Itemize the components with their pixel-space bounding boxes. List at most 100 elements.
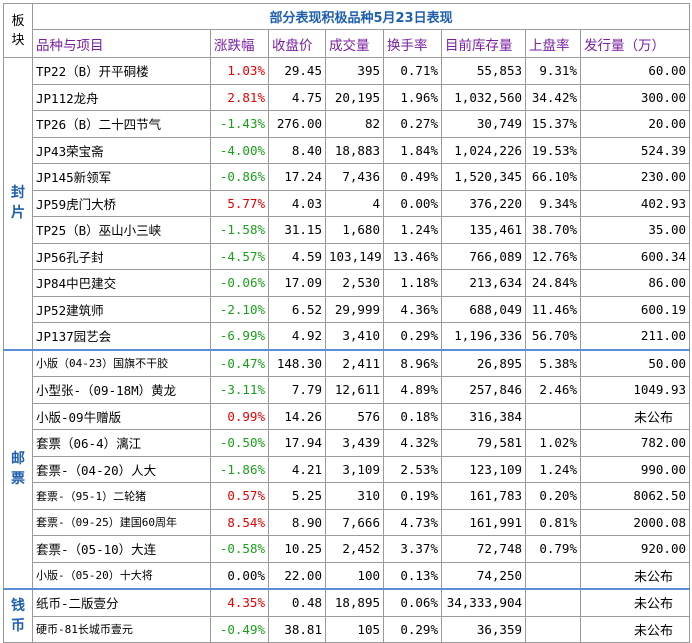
volume-cell: 18,895 [325, 588, 384, 617]
col-header-change: 涨跌幅 [210, 29, 269, 58]
change-cell: 4.35% [210, 588, 269, 617]
listing-cell: 38.70% [525, 216, 581, 244]
close-cell: 4.75 [268, 83, 326, 111]
close-cell: 8.40 [268, 136, 326, 164]
close-cell: 22.00 [268, 561, 326, 590]
stock-cell: 123,109 [441, 455, 526, 483]
table-row: JP112龙舟 2.81% 4.75 20,195 1.96% 1,032,560 34.4… [4, 83, 691, 111]
issue-cell: 600.19 [579, 295, 691, 323]
issue-cell: 990.00 [579, 455, 691, 483]
close-cell: 4.21 [268, 455, 326, 483]
issue-cell: 782.00 [579, 429, 691, 457]
change-cell: -4.00% [210, 136, 269, 164]
table-row: 硬币-81长城币壹元 -0.49% 38.81 105 0.29% 36,359 未公布 [4, 615, 691, 643]
close-cell: 17.09 [268, 269, 326, 297]
item-name: TP25（B）巫山小三峡 [32, 216, 211, 244]
item-name: JP59虎门大桥 [32, 189, 211, 217]
listing-cell: 1.24% [525, 455, 581, 483]
close-cell: 10.25 [268, 535, 326, 563]
issue-cell: 86.00 [579, 269, 691, 297]
issue-cell: 未公布 [579, 402, 691, 430]
listing-cell: 19.53% [525, 136, 581, 164]
issue-cell: 920.00 [579, 535, 691, 563]
turnover-cell: 0.13% [383, 561, 442, 590]
page-title: 部分表现积极品种5月23日表现 [31, 3, 691, 30]
table-row: 套票（06-4）漓江 -0.50% 17.94 3,439 4.32% 79,581 1.0… [4, 429, 691, 457]
stock-cell: 1,520,345 [441, 163, 526, 191]
table-row: JP137园艺会 -6.99% 4.92 3,410 0.29% 1,196,336 56.… [4, 322, 691, 350]
item-name: 套票-（05-10）大连 [32, 535, 211, 563]
turnover-cell: 4.89% [383, 376, 442, 404]
change-cell: 8.54% [210, 508, 269, 536]
change-cell: -0.49% [210, 615, 269, 643]
volume-cell: 3,109 [325, 455, 384, 483]
volume-cell: 20,195 [325, 83, 384, 111]
stock-cell: 161,783 [441, 482, 526, 510]
change-cell: -4.57% [210, 242, 269, 270]
volume-cell: 2,452 [325, 535, 384, 563]
volume-cell: 2,530 [325, 269, 384, 297]
change-cell: -2.10% [210, 295, 269, 323]
change-cell: -6.99% [210, 322, 269, 350]
listing-cell: 66.10% [525, 163, 581, 191]
turnover-cell: 2.53% [383, 455, 442, 483]
volume-cell: 4 [325, 189, 384, 217]
close-cell: 0.48 [268, 588, 326, 617]
stock-cell: 36,359 [441, 615, 526, 643]
table-row: JP52建筑师 -2.10% 6.52 29,999 4.36% 688,049 11.46… [4, 295, 691, 323]
volume-cell: 576 [325, 402, 384, 430]
listing-cell: 15.37% [525, 110, 581, 138]
change-cell: 0.00% [210, 561, 269, 590]
turnover-cell: 13.46% [383, 242, 442, 270]
stock-cell: 1,032,560 [441, 83, 526, 111]
stock-cell: 257,846 [441, 376, 526, 404]
issue-cell: 211.00 [579, 322, 691, 350]
listing-cell: 2.46% [525, 376, 581, 404]
item-name: TP26（B）二十四节气 [32, 110, 211, 138]
board-header: 板块 [3, 3, 33, 58]
close-cell: 4.59 [268, 242, 326, 270]
volume-cell: 3,439 [325, 429, 384, 457]
listing-cell: 0.81% [525, 508, 581, 536]
stock-cell: 161,991 [441, 508, 526, 536]
table-row: 邮票小版（04-23）国旗不干胶 -0.47% 148.30 2,411 8.96% 26… [3, 348, 691, 590]
col-header-issue: 发行量（万） [579, 29, 691, 58]
stock-cell: 1,024,226 [441, 136, 526, 164]
listing-cell: 11.46% [525, 295, 581, 323]
issue-cell: 60.00 [579, 57, 691, 85]
listing-cell [525, 615, 581, 643]
item-name: 套票（06-4）漓江 [32, 429, 211, 457]
change-cell: -0.47% [210, 348, 269, 377]
item-name: 小型张-（09-18M）黄龙 [32, 376, 211, 404]
table-row: JP59虎门大桥 5.77% 4.03 4 0.00% 376,220 9.34% 402.9… [4, 189, 691, 217]
issue-cell: 35.00 [579, 216, 691, 244]
item-name: 小版-（05-20）十大将 [32, 561, 211, 590]
table-row: 套票-（04-20）人大 -1.86% 4.21 3,109 2.53% 123,109 1… [4, 455, 691, 483]
stock-cell: 79,581 [441, 429, 526, 457]
listing-cell [525, 588, 581, 617]
listing-cell: 0.79% [525, 535, 581, 563]
table-row: 套票-（05-10）大连 -0.58% 10.25 2,452 3.37% 72,748 0… [4, 535, 691, 563]
col-header-name: 品种与项目 [32, 29, 211, 58]
col-header-listing: 上盘率 [525, 29, 581, 58]
col-header-close: 收盘价 [268, 29, 326, 58]
listing-cell: 5.38% [525, 348, 581, 377]
turnover-cell: 4.73% [383, 508, 442, 536]
issue-cell: 20.00 [579, 110, 691, 138]
close-cell: 17.24 [268, 163, 326, 191]
stock-cell: 30,749 [441, 110, 526, 138]
close-cell: 31.15 [268, 216, 326, 244]
issue-cell: 未公布 [579, 615, 691, 643]
close-cell: 38.81 [268, 615, 326, 643]
close-cell: 14.26 [268, 402, 326, 430]
volume-cell: 100 [325, 561, 384, 590]
turnover-cell: 1.96% [383, 83, 442, 111]
stock-cell: 135,461 [441, 216, 526, 244]
close-cell: 276.00 [268, 110, 326, 138]
stock-cell: 766,089 [441, 242, 526, 270]
listing-cell: 12.76% [525, 242, 581, 270]
change-cell: 5.77% [210, 189, 269, 217]
board-label: 封片 [3, 57, 33, 350]
change-cell: -1.58% [210, 216, 269, 244]
volume-cell: 310 [325, 482, 384, 510]
